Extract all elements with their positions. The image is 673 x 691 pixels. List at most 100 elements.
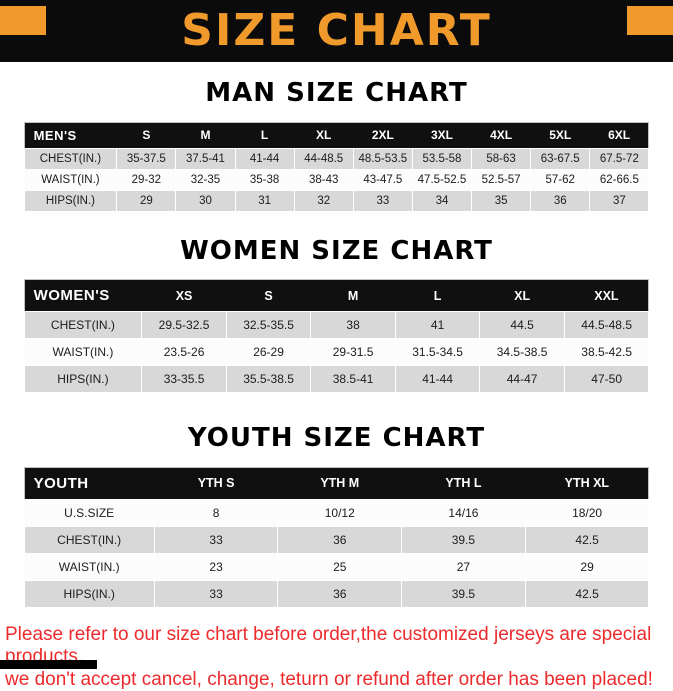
- row-label: HIPS(IN.): [23, 365, 143, 394]
- order-notice: Please refer to our size chart before or…: [5, 624, 667, 691]
- size-column-header: XL: [479, 279, 565, 312]
- size-value: 33: [153, 525, 279, 554]
- size-value: 34.5-38.5: [479, 338, 565, 367]
- size-value: 36: [277, 579, 403, 608]
- row-label: HIPS(IN.): [23, 189, 118, 212]
- women-section-heading: WOMEN SIZE CHART: [180, 235, 493, 266]
- size-value: 67.5-72: [589, 147, 650, 170]
- size-value: 10/12: [277, 498, 403, 527]
- size-section-man: MAN SIZE CHART MEN'S S M L XL 2XL 3XL 4XL 5XL 6XL C…: [0, 79, 673, 212]
- size-value: 44.5: [479, 311, 565, 340]
- size-value: 41-44: [394, 365, 481, 394]
- size-value: 44-48.5: [293, 147, 354, 170]
- row-label: HIPS(IN.): [23, 579, 155, 608]
- size-value: 35-38: [234, 168, 295, 191]
- size-value: 29-32: [116, 168, 177, 191]
- measurement-row: HIPS(IN.) 29 30 31 32 33 34 35 36 37: [23, 189, 650, 212]
- page-title: SIZE CHART: [181, 5, 492, 56]
- size-value: 37: [589, 189, 650, 212]
- size-column-header: M: [310, 279, 396, 312]
- size-value: 42.5: [524, 525, 650, 554]
- size-value: 58-63: [471, 147, 532, 170]
- youth-section-heading: YOUTH SIZE CHART: [187, 423, 486, 454]
- size-value: 32-35: [175, 168, 236, 191]
- banner: SIZE CHART: [0, 0, 673, 62]
- size-value: 33: [153, 579, 279, 608]
- notice-line-2: we don't accept cancel, change, teturn o…: [5, 668, 653, 690]
- size-column-header: 3XL: [412, 122, 472, 149]
- notice-line-1: Please refer to our size chart before or…: [5, 623, 652, 668]
- size-value: 41: [394, 311, 481, 340]
- size-value: 48.5-53.5: [352, 147, 413, 170]
- size-column-header: 6XL: [589, 122, 649, 149]
- size-value: 41-44: [234, 147, 295, 170]
- size-column-header: S: [116, 122, 176, 149]
- size-column-header: L: [395, 279, 480, 312]
- size-value: 38.5-41: [310, 365, 396, 394]
- size-column-header: XXL: [564, 279, 649, 312]
- size-value: 8: [153, 498, 279, 527]
- size-value: 38.5-42.5: [563, 338, 650, 367]
- size-column-header: S: [226, 279, 311, 312]
- orange-corner-square-right: [627, 6, 673, 35]
- size-column-header: M: [175, 122, 236, 149]
- measurement-row: CHEST(IN.) 29.5-32.5 32.5-35.5 38 41 44.5 44.5…: [23, 311, 650, 340]
- measurement-row: U.S.SIZE 8 10/12 14/16 18/20: [23, 498, 650, 527]
- size-value: 57-62: [530, 168, 591, 191]
- size-section-women: WOMEN SIZE CHART WOMEN'S XS S M L XL XXL CHEST(I…: [0, 235, 673, 394]
- table-header-row: WOMEN'S XS S M L XL XXL: [24, 279, 649, 312]
- size-column-header: XS: [141, 279, 227, 312]
- size-sections-container: MAN SIZE CHART MEN'S S M L XL 2XL 3XL 4XL 5XL 6XL C…: [0, 79, 673, 608]
- table-header-row: YOUTH YTH S YTH M YTH L YTH XL: [24, 467, 649, 500]
- size-value: 47.5-52.5: [411, 168, 473, 191]
- measurement-row: WAIST(IN.) 29-32 32-35 35-38 38-43 43-47.5 47.…: [23, 168, 650, 191]
- size-column-header: XL: [294, 122, 354, 149]
- table-title-cell: MEN'S: [24, 122, 117, 149]
- size-value: 44.5-48.5: [563, 311, 650, 340]
- black-corner-bar-bottom-left: [0, 660, 97, 669]
- size-value: 38: [310, 311, 396, 340]
- row-label: WAIST(IN.): [23, 338, 143, 367]
- size-section-youth: YOUTH SIZE CHART YOUTH YTH S YTH M YTH L YTH …: [0, 424, 673, 608]
- size-value: 53.5-58: [411, 147, 473, 170]
- size-value: 23.5-26: [141, 338, 227, 367]
- row-label: WAIST(IN.): [23, 168, 118, 191]
- table-header-row: MEN'S S M L XL 2XL 3XL 4XL 5XL 6XL: [24, 122, 649, 149]
- row-label: U.S.SIZE: [23, 498, 155, 527]
- size-value: 39.5: [401, 525, 526, 554]
- size-column-header: YTH XL: [525, 467, 649, 500]
- size-value: 29: [524, 552, 650, 581]
- man-size-table: MEN'S S M L XL 2XL 3XL 4XL 5XL 6XL CHEST(IN.) 35-37…: [23, 121, 650, 212]
- size-value: 36: [530, 189, 591, 212]
- size-column-header: YTH M: [277, 467, 402, 500]
- row-label: CHEST(IN.): [23, 311, 143, 340]
- size-value: 27: [401, 552, 526, 581]
- size-value: 18/20: [524, 498, 650, 527]
- size-value: 14/16: [401, 498, 526, 527]
- measurement-row: HIPS(IN.) 33 36 39.5 42.5: [23, 579, 650, 608]
- size-column-header: 2XL: [353, 122, 413, 149]
- orange-corner-square-left: [0, 6, 46, 35]
- size-value: 39.5: [401, 579, 526, 608]
- size-value: 30: [175, 189, 236, 212]
- measurement-row: CHEST(IN.) 33 36 39.5 42.5: [23, 525, 650, 554]
- size-value: 37.5-41: [175, 147, 236, 170]
- row-label: CHEST(IN.): [23, 147, 118, 170]
- table-title-cell: YOUTH: [24, 467, 155, 500]
- size-value: 33: [352, 189, 413, 212]
- size-value: 29: [116, 189, 177, 212]
- size-column-header: 5XL: [530, 122, 590, 149]
- size-column-header: 4XL: [471, 122, 531, 149]
- size-value: 26-29: [225, 338, 312, 367]
- size-value: 43-47.5: [352, 168, 413, 191]
- size-value: 33-35.5: [141, 365, 227, 394]
- size-value: 52.5-57: [471, 168, 532, 191]
- size-value: 35-37.5: [116, 147, 177, 170]
- size-value: 35.5-38.5: [225, 365, 312, 394]
- row-label: CHEST(IN.): [23, 525, 155, 554]
- size-value: 32.5-35.5: [225, 311, 312, 340]
- row-label: WAIST(IN.): [23, 552, 155, 581]
- size-column-header: YTH L: [401, 467, 526, 500]
- size-value: 63-67.5: [530, 147, 591, 170]
- man-section-heading: MAN SIZE CHART: [205, 78, 468, 108]
